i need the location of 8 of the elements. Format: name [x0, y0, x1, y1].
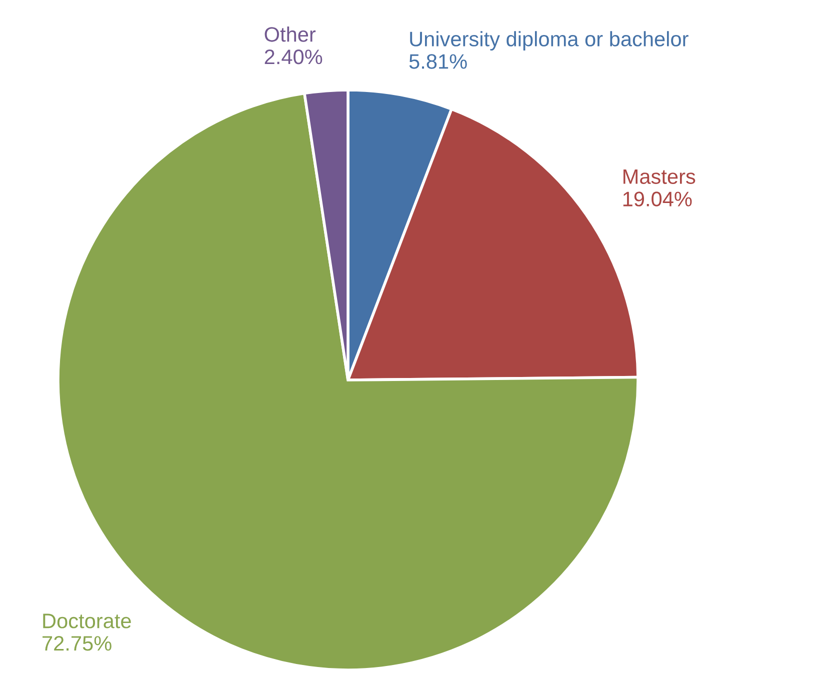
slice-label: University diploma or bachelor	[410, 31, 688, 51]
data-label: 5.81%	[409, 54, 467, 69]
data-label: 72.75%	[42, 636, 112, 651]
data-label: 2.40%	[264, 50, 322, 64]
data-label: 19.04%	[623, 192, 692, 206]
slice-label: Doctorate	[43, 614, 131, 628]
slice-label: Masters	[624, 169, 696, 184]
slice-label: Other	[264, 26, 316, 42]
